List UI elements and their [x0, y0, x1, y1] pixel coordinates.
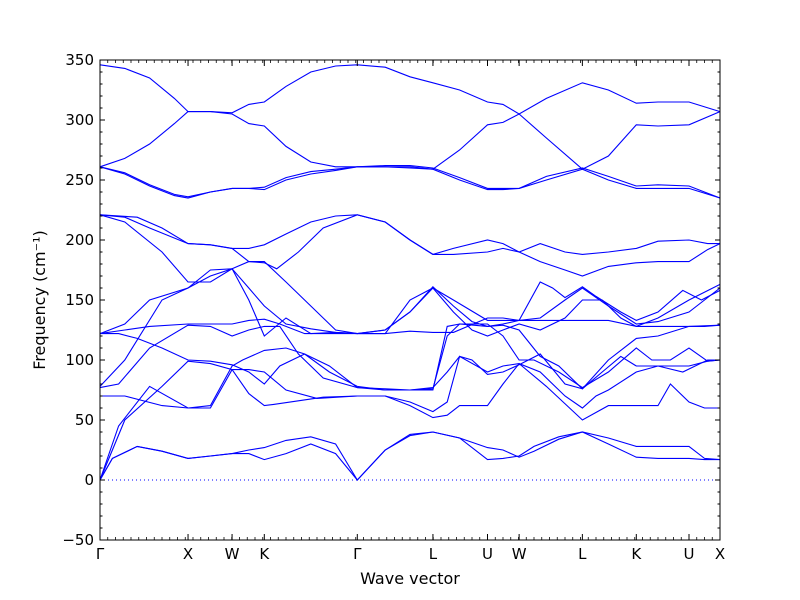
- y-tick-label: 300: [65, 111, 94, 129]
- x-tick-label: Γ: [353, 545, 362, 563]
- y-axis-label: Frequency (cm⁻¹): [30, 230, 49, 369]
- y-tick-label: 50: [75, 411, 94, 429]
- band-line-13: [99, 214, 720, 255]
- band-line-7: [100, 323, 721, 391]
- y-ticks: −50 0 50 100 150 200 250 300 350: [62, 51, 720, 549]
- x-tick-label: X: [715, 545, 725, 563]
- x-tick-label: K: [259, 545, 270, 563]
- x-tick-label: K: [631, 545, 642, 563]
- x-tick-label: U: [684, 545, 695, 563]
- band-line-3: [99, 360, 720, 481]
- x-tick-label: Γ: [96, 545, 105, 563]
- x-tick-label: L: [429, 545, 438, 563]
- x-tick-label: U: [482, 545, 493, 563]
- band-line-15: [99, 165, 721, 199]
- x-axis-label: Wave vector: [360, 569, 460, 588]
- x-tick-label: X: [183, 545, 193, 563]
- band-line-8: [99, 317, 721, 335]
- band-line-17: [99, 64, 721, 115]
- x-tick-label: W: [512, 545, 527, 563]
- y-tick-label: 250: [65, 171, 94, 189]
- y-tick-label: 0: [84, 471, 94, 489]
- y-tick-label: 150: [65, 291, 94, 309]
- series-layer: [99, 64, 721, 481]
- band-line-4: [99, 355, 721, 481]
- band-line-10: [99, 268, 721, 387]
- y-tick-label: 200: [65, 231, 94, 249]
- y-tick-label: 100: [65, 351, 94, 369]
- band-line-11: [99, 214, 721, 335]
- y-tick-label: 350: [65, 51, 94, 69]
- plot-frame: [99, 59, 721, 541]
- x-tick-label: L: [578, 545, 587, 563]
- y-tick-label: −50: [62, 531, 94, 549]
- x-tick-label: W: [225, 545, 240, 563]
- band-line-2: [99, 431, 721, 481]
